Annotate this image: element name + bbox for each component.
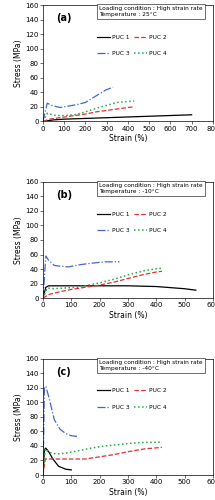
Text: Loading condition : High strain rate
Temperature : -40°C: Loading condition : High strain rate Tem… [99,360,203,370]
X-axis label: Strain (%): Strain (%) [109,488,147,497]
Text: (c): (c) [57,367,71,377]
Legend: PUC 3, PUC 4: PUC 3, PUC 4 [97,51,167,56]
X-axis label: Strain (%): Strain (%) [109,134,147,143]
Y-axis label: Stress (MPa): Stress (MPa) [14,393,23,440]
Y-axis label: Stress (MPa): Stress (MPa) [14,216,23,264]
Text: (b): (b) [57,190,73,200]
Text: Loading condition : High strain rate
Temperature : 25°C: Loading condition : High strain rate Tem… [99,6,203,17]
Text: (a): (a) [57,13,72,23]
Legend: PUC 3, PUC 4: PUC 3, PUC 4 [97,404,167,409]
Legend: PUC 3, PUC 4: PUC 3, PUC 4 [97,228,167,233]
Text: Loading condition : High strain rate
Temperature : -10°C: Loading condition : High strain rate Tem… [99,183,203,194]
Y-axis label: Stress (MPa): Stress (MPa) [14,40,23,87]
X-axis label: Strain (%): Strain (%) [109,311,147,320]
